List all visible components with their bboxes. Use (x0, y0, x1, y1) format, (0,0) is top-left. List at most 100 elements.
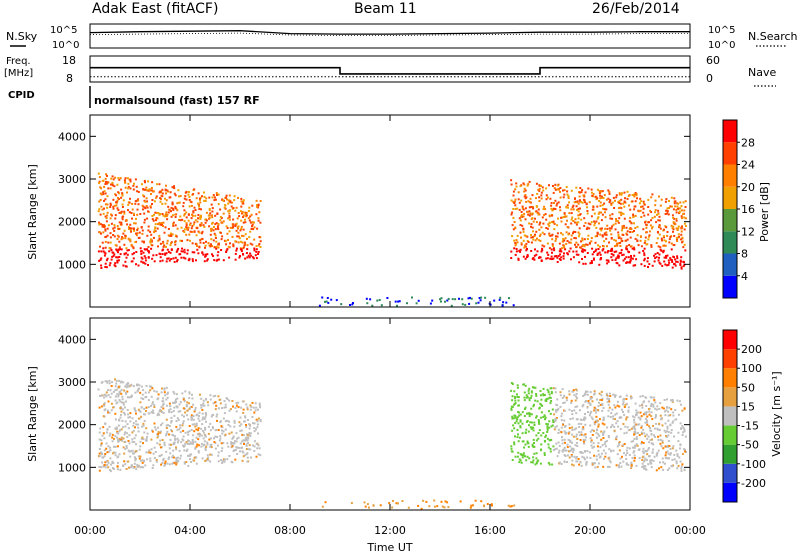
heatmap-cell (613, 238, 616, 241)
heatmap-cell (679, 447, 681, 450)
heatmap-cell (433, 505, 436, 508)
heatmap-cell (618, 466, 621, 469)
heatmap-cell (123, 433, 126, 436)
heatmap-cell (205, 413, 207, 416)
heatmap-cell (232, 405, 234, 408)
heatmap-cell (544, 213, 547, 216)
heatmap-cell (528, 399, 531, 402)
heatmap-cell (655, 422, 657, 425)
heatmap-cell (612, 393, 615, 396)
heatmap-cell (147, 249, 150, 252)
heatmap-cell (249, 221, 252, 224)
heatmap-cell (640, 442, 643, 445)
heatmap-cell (170, 429, 173, 432)
heatmap-cell (518, 217, 521, 220)
heatmap-cell (132, 247, 135, 250)
heatmap-cell (239, 442, 242, 445)
heatmap-cell (531, 443, 534, 446)
heatmap-cell (126, 390, 129, 393)
heatmap-cell (679, 238, 682, 241)
heatmap-cell (571, 429, 574, 431)
heatmap-cell (219, 435, 222, 438)
heatmap-cell (512, 424, 515, 427)
heatmap-cell (204, 244, 207, 247)
heatmap-cell (171, 433, 174, 436)
heatmap-cell (519, 426, 522, 429)
heatmap-cell (671, 214, 674, 217)
heatmap-cell (627, 463, 630, 466)
heatmap-cell (658, 225, 661, 228)
heatmap-cell (578, 463, 581, 466)
heatmap-cell (143, 241, 145, 244)
heatmap-cell (217, 454, 220, 457)
heatmap-cell (615, 196, 618, 199)
heatmap-cell (162, 242, 165, 245)
heatmap-cell (615, 218, 618, 220)
heatmap-cell (592, 442, 595, 445)
heatmap-cell (208, 225, 211, 228)
heatmap-cell (217, 251, 220, 254)
heatmap-cell (107, 411, 109, 414)
heatmap-cell (537, 213, 540, 216)
heatmap-cell (225, 225, 228, 228)
heatmap-cell (625, 394, 628, 397)
heatmap-cell (226, 442, 229, 445)
heatmap-cell (209, 453, 212, 456)
heatmap-cell (662, 244, 665, 247)
heatmap-cell (653, 427, 656, 430)
heatmap-cell (662, 447, 665, 450)
heatmap-cell (254, 254, 257, 257)
heatmap-cell (625, 245, 628, 248)
heatmap-cell (680, 256, 683, 259)
heatmap-cell (609, 250, 612, 252)
heatmap-cell (179, 454, 182, 457)
heatmap-cell (143, 419, 146, 422)
heatmap-cell (667, 440, 670, 442)
heatmap-cell (206, 253, 209, 256)
heatmap-cell (157, 431, 160, 434)
heatmap-cell (209, 460, 212, 463)
heatmap-cell (257, 444, 260, 447)
heatmap-cell (104, 228, 107, 231)
heatmap-cell (580, 240, 582, 243)
heatmap-cell (101, 179, 104, 182)
heatmap-cell (666, 425, 669, 428)
heatmap-cell (601, 404, 604, 407)
heatmap-cell (179, 457, 182, 460)
heatmap-cell (658, 224, 661, 227)
heatmap-cell (627, 409, 630, 412)
heatmap-cell (557, 432, 560, 434)
heatmap-cell (678, 400, 681, 403)
heatmap-cell (670, 399, 672, 402)
heatmap-cell (217, 246, 220, 249)
heatmap-cell (581, 451, 584, 454)
heatmap-cell (568, 408, 571, 411)
heatmap-cell (170, 248, 173, 251)
heatmap-cell (653, 455, 656, 458)
heatmap-cell (197, 451, 200, 454)
heatmap-cell (515, 248, 518, 250)
heatmap-cell (201, 404, 204, 407)
colorbar-tick-label: 16 (741, 203, 755, 216)
heatmap-cell (98, 182, 100, 185)
heatmap-cell (530, 234, 533, 236)
heatmap-cell (244, 439, 247, 442)
heatmap-cell (159, 408, 162, 411)
heatmap-cell (642, 442, 645, 444)
heatmap-cell (118, 379, 121, 382)
heatmap-cell (601, 397, 604, 400)
heatmap-cell (565, 231, 568, 234)
heatmap-cell (538, 196, 541, 199)
heatmap-cell (106, 464, 109, 466)
heatmap-cell (625, 256, 628, 259)
heatmap-cell (255, 257, 258, 260)
heatmap-cell (664, 431, 667, 434)
heatmap-cell (548, 224, 551, 227)
heatmap-cell (530, 223, 533, 226)
heatmap-cell (177, 428, 180, 431)
heatmap-cell (625, 402, 628, 405)
heatmap-cell (600, 195, 603, 198)
heatmap-cell (633, 459, 636, 462)
heatmap-cell (192, 415, 195, 418)
